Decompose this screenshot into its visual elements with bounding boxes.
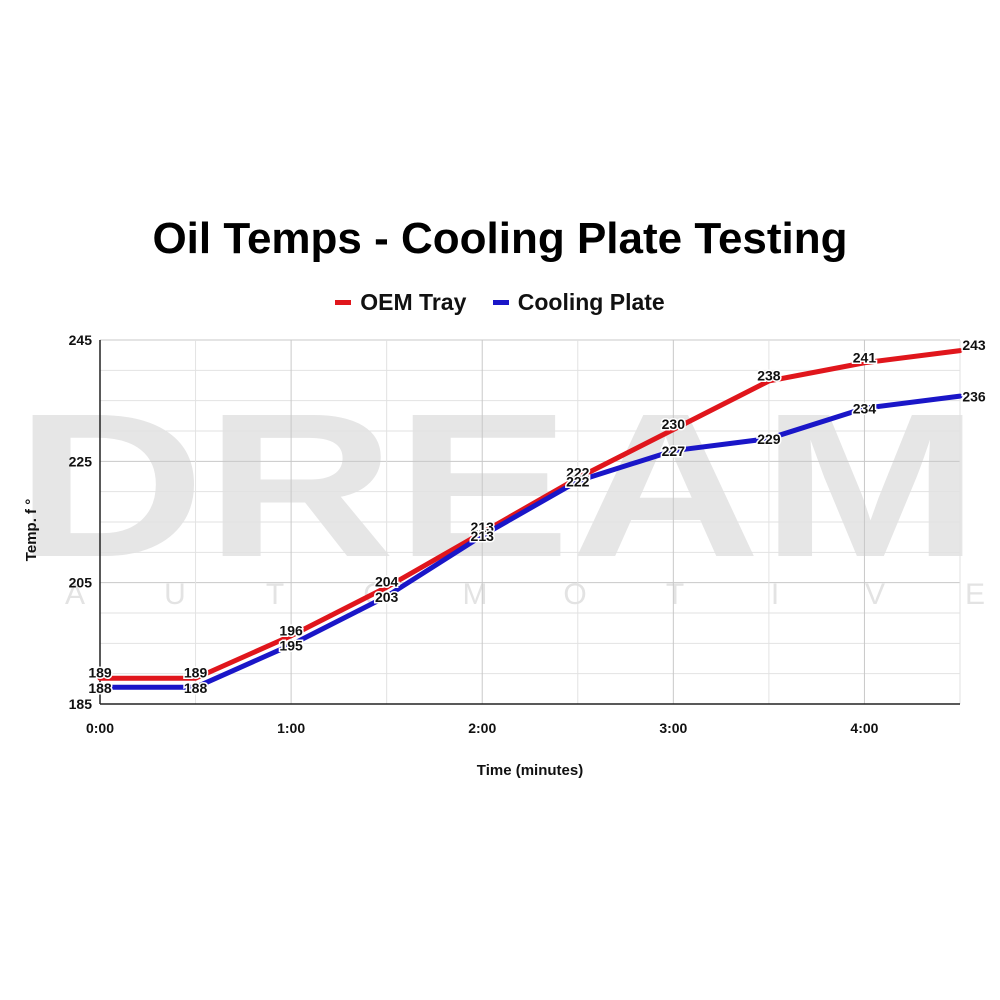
data-label-cooling-plate: 203 — [375, 589, 399, 605]
watermark-letter: U — [164, 578, 186, 611]
y-tick-label: 245 — [69, 332, 93, 348]
x-axis-label: Time (minutes) — [477, 762, 583, 779]
chart-title: Oil Temps - Cooling Plate Testing — [152, 214, 848, 263]
legend-swatch-cooling-plate — [492, 300, 509, 305]
data-label-oem-tray: 222 — [566, 465, 590, 481]
data-label-oem-tray: 196 — [279, 622, 303, 638]
watermark-letter: V — [865, 578, 885, 611]
series-line-cooling-plate — [97, 393, 963, 690]
legend-label-cooling-plate: Cooling Plate — [517, 289, 665, 315]
legend-label-oem-tray: OEM Tray — [360, 289, 467, 315]
series-line-oem-tray — [97, 348, 963, 681]
x-tick-label: 2:00 — [468, 720, 496, 736]
watermark-letter: M — [463, 578, 488, 611]
data-label-cooling-plate: 229 — [757, 431, 781, 447]
data-label-oem-tray: 243 — [962, 337, 986, 353]
watermark-letter: O — [563, 578, 586, 611]
data-label-cooling-plate: 236 — [962, 389, 986, 405]
data-label-oem-tray: 204 — [375, 574, 399, 590]
data-label-oem-tray: 230 — [662, 416, 686, 432]
data-label-oem-tray: 241 — [853, 349, 877, 365]
watermark-letter: E — [965, 578, 985, 611]
x-tick-label: 4:00 — [850, 720, 878, 736]
legend: OEM Tray Cooling Plate — [0, 284, 1000, 316]
y-tick-label: 225 — [69, 453, 93, 469]
data-label-cooling-plate: 234 — [853, 401, 877, 417]
y-tick-label: 185 — [69, 696, 93, 712]
watermark-letter: A — [65, 578, 85, 611]
data-label-cooling-plate: 213 — [471, 528, 495, 544]
data-label-oem-tray: 213 — [471, 519, 495, 535]
x-tick-label: 1:00 — [277, 720, 305, 736]
watermark-text: DREAM — [15, 371, 980, 600]
legend-item-cooling-plate: Cooling Plate — [492, 289, 665, 316]
data-label-cooling-plate: 222 — [566, 474, 590, 490]
x-tick-label: 0:00 — [86, 720, 114, 736]
data-label-oem-tray: 189 — [88, 665, 112, 681]
data-label-cooling-plate: 188 — [88, 680, 112, 696]
watermark-letter: I — [771, 578, 779, 611]
watermark-letter: T — [666, 578, 684, 611]
y-axis-label: Temp. f ° — [23, 499, 40, 561]
data-label-cooling-plate: 188 — [184, 680, 208, 696]
legend-item-oem-tray: OEM Tray — [335, 289, 466, 316]
legend-swatch-oem-tray — [335, 300, 352, 305]
data-label-cooling-plate: 227 — [662, 443, 686, 459]
data-label-cooling-plate: 195 — [279, 637, 303, 653]
data-label-oem-tray: 238 — [757, 367, 781, 383]
data-label-oem-tray: 189 — [184, 665, 208, 681]
watermark-letter: T — [266, 578, 284, 611]
y-tick-label: 205 — [69, 575, 93, 591]
x-tick-label: 3:00 — [659, 720, 687, 736]
